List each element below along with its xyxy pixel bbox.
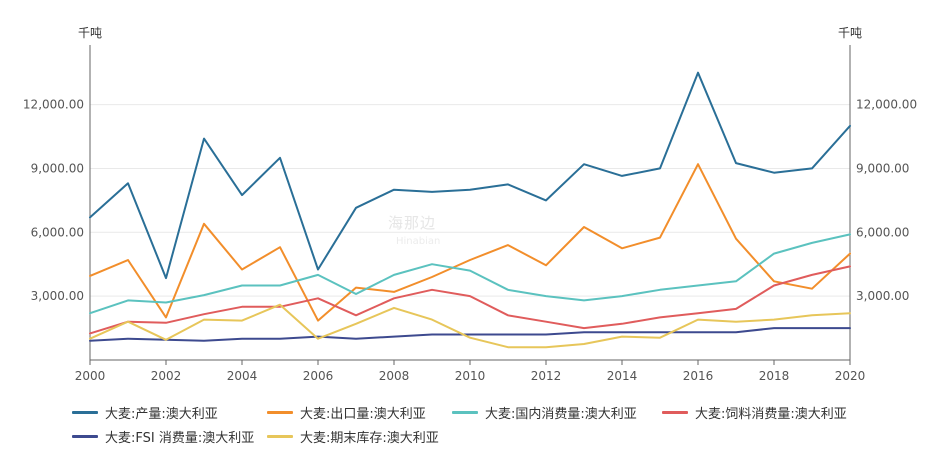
legend-item[interactable]: 大麦:期末库存:澳大利亚 <box>267 427 439 446</box>
series-line-2 <box>89 233 851 315</box>
x-tick-label: 2006 <box>303 369 334 383</box>
series-line-3 <box>89 265 851 335</box>
legend-label: 大麦:期末库存:澳大利亚 <box>300 431 439 446</box>
x-tick-labels: 2000 2002 2004 2006 2008 2010 2012 2014 2016 2018… <box>75 369 866 383</box>
x-tick-label: 2010 <box>455 369 486 383</box>
legend-swatch <box>267 411 293 414</box>
legend-item[interactable]: 大麦:饲料消费量:澳大利亚 <box>662 403 847 422</box>
series-line-4 <box>89 327 851 342</box>
y-axis-unit-left: 千吨 <box>78 26 103 40</box>
grid-lines <box>90 104 850 297</box>
y-tick-labels-left: 3,000.00 6,000.00 9,000.00 12,000.00 <box>23 98 84 304</box>
legend-swatch <box>662 411 688 414</box>
y-axis-unit-right: 千吨 <box>838 26 863 40</box>
y-tick-label-right: 12,000.00 <box>856 98 917 112</box>
y-tick-label-left: 6,000.00 <box>31 225 84 239</box>
y-tick-label-right: 6,000.00 <box>856 225 909 239</box>
legend-label: 大麦:FSI 消费量:澳大利亚 <box>105 431 255 446</box>
legend-item[interactable]: 大麦:国内消费量:澳大利亚 <box>452 403 637 422</box>
legend-label: 大麦:产量:澳大利亚 <box>105 407 218 422</box>
series-line-1 <box>89 163 851 322</box>
watermark-logo-sub: Hinabian <box>396 236 441 247</box>
x-tick-label: 2020 <box>835 369 866 383</box>
y-tick-labels-right: 3,000.00 6,000.00 9,000.00 12,000.00 <box>856 98 917 304</box>
legend-item[interactable]: 大麦:FSI 消费量:澳大利亚 <box>72 427 254 446</box>
legend-label: 大麦:出口量:澳大利亚 <box>300 407 426 422</box>
x-tick-label: 2004 <box>227 369 258 383</box>
legend-swatch <box>72 435 98 438</box>
x-tick-label: 2002 <box>151 369 182 383</box>
legend-label: 大麦:饲料消费量:澳大利亚 <box>695 407 847 422</box>
y-tick-label-left: 3,000.00 <box>31 289 84 303</box>
y-tick-label-left: 12,000.00 <box>23 98 84 112</box>
legend-swatch <box>267 435 293 438</box>
legend-item[interactable]: 大麦:产量:澳大利亚 <box>72 403 218 422</box>
series-line-5 <box>89 303 851 349</box>
x-tick-label: 2012 <box>531 369 562 383</box>
y-tick-label-right: 9,000.00 <box>856 161 909 175</box>
legend-item[interactable]: 大麦:出口量:澳大利亚 <box>267 403 426 422</box>
axes <box>89 45 851 365</box>
legend-swatch <box>72 411 98 414</box>
x-tick-label: 2000 <box>75 369 106 383</box>
x-tick-label: 2008 <box>379 369 410 383</box>
series-lines <box>89 71 851 349</box>
y-tick-label-left: 9,000.00 <box>31 161 84 175</box>
x-tick-label: 2016 <box>683 369 714 383</box>
legend-swatch <box>452 411 478 414</box>
legend-label: 大麦:国内消费量:澳大利亚 <box>485 407 637 422</box>
series-line-0 <box>89 71 851 280</box>
watermark-logo: 海那边 <box>388 214 437 232</box>
y-tick-label-right: 3,000.00 <box>856 289 909 303</box>
x-tick-label: 2018 <box>759 369 790 383</box>
x-tick-label: 2014 <box>607 369 638 383</box>
